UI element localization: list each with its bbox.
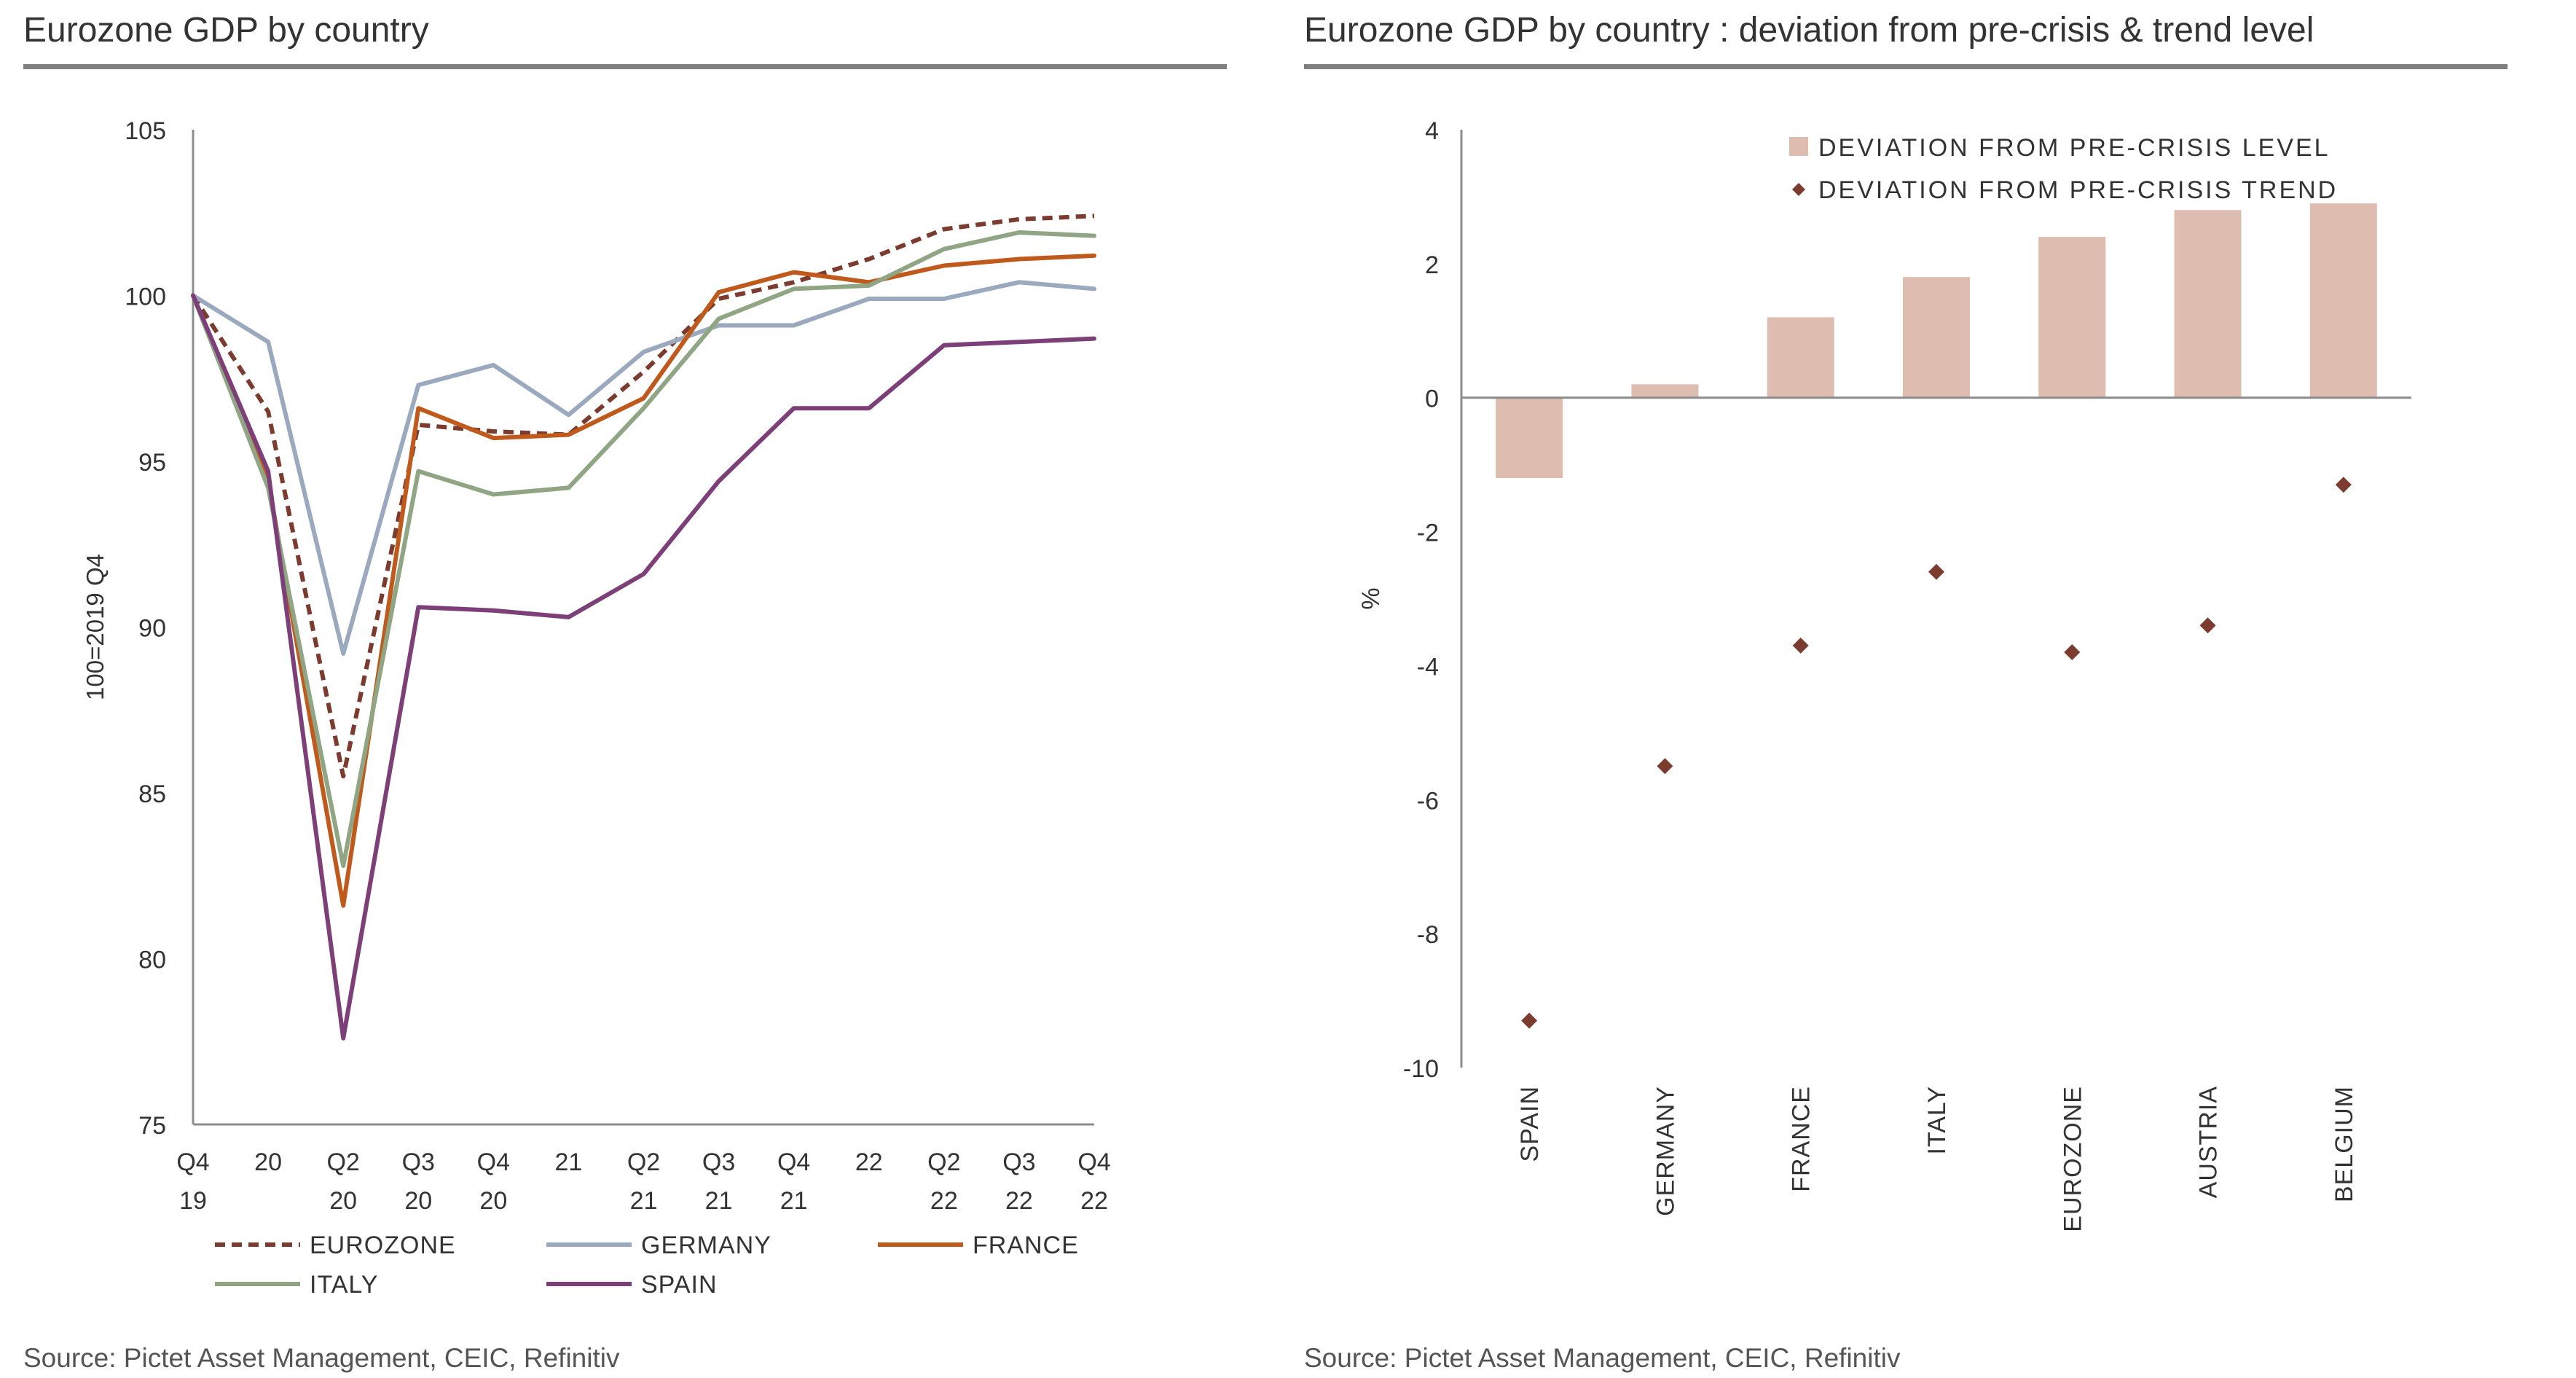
x-tick-label-belgium: BELGIUM	[2330, 1086, 2358, 1202]
x-tick-label: 20	[479, 1187, 507, 1215]
y-tick-label: -10	[1403, 1055, 1439, 1083]
legend-swatch-deviation-from-pre-crisis-trend	[1792, 183, 1805, 196]
marker-italy	[1928, 563, 1944, 580]
y-tick-label: -6	[1417, 787, 1439, 815]
y-tick-label: 100	[125, 283, 166, 311]
y-axis-label: %	[1357, 587, 1385, 609]
bar-spain	[1496, 397, 1563, 479]
y-tick-label: 4	[1425, 117, 1439, 145]
y-tick-label: 105	[125, 117, 166, 145]
series-line-eurozone	[191, 214, 1095, 779]
x-tick-label-italy: ITALY	[1923, 1086, 1951, 1154]
x-tick-label: Q4	[477, 1148, 510, 1176]
y-tick-label: 80	[138, 947, 166, 974]
x-tick-label: Q4	[176, 1148, 209, 1176]
x-tick-label: Q2	[326, 1148, 359, 1176]
marker-belgium	[2335, 477, 2352, 493]
x-tick-label: 20	[404, 1187, 432, 1215]
y-tick-label: 95	[138, 449, 166, 477]
y-tick-label: -8	[1417, 921, 1439, 949]
legend-label-deviation-from-pre-crisis-level: DEVIATION FROM PRE-CRISIS LEVEL	[1818, 134, 2330, 162]
bar-germany	[1631, 384, 1699, 398]
x-tick-label: 22	[930, 1187, 958, 1215]
marker-austria	[2199, 617, 2216, 634]
series-line-france	[191, 253, 1096, 908]
x-tick-label-france: FRANCE	[1788, 1086, 1815, 1192]
bar-austria	[2174, 210, 2242, 398]
x-tick-label: 20	[329, 1187, 357, 1215]
legend-label-germany: GERMANY	[641, 1232, 771, 1259]
right-title-rule	[1304, 64, 2508, 69]
x-tick-label: 21	[630, 1187, 658, 1215]
x-tick-label-spain: SPAIN	[1516, 1086, 1544, 1162]
legend-label-france: FRANCE	[973, 1232, 1079, 1259]
x-tick-label: 20	[254, 1148, 282, 1176]
bar-eurozone	[2038, 237, 2106, 398]
marker-spain	[1521, 1012, 1538, 1029]
left-source-note: Source: Pictet Asset Management, CEIC, R…	[23, 1343, 620, 1373]
legend-label-eurozone: EUROZONE	[310, 1232, 456, 1259]
left-chart-title: Eurozone GDP by country	[23, 11, 429, 50]
x-tick-label: 19	[179, 1187, 207, 1215]
legend-label-deviation-from-pre-crisis-trend: DEVIATION FROM PRE-CRISIS TREND	[1818, 176, 2338, 204]
x-tick-label: Q3	[702, 1148, 735, 1176]
bar-belgium	[2309, 203, 2377, 398]
left-title-rule	[23, 64, 1227, 69]
x-tick-label: 22	[1005, 1187, 1033, 1215]
marker-germany	[1657, 758, 1673, 775]
y-tick-label: 90	[138, 615, 166, 643]
y-tick-label: 2	[1425, 251, 1439, 279]
x-tick-label: 21	[555, 1148, 583, 1176]
x-tick-label: 21	[705, 1187, 733, 1215]
legend-swatch-deviation-from-pre-crisis-level	[1789, 137, 1808, 156]
series-line-italy	[191, 230, 1096, 869]
x-tick-label: Q4	[777, 1148, 810, 1176]
bar-italy	[1903, 277, 1970, 398]
x-tick-label: Q2	[627, 1148, 660, 1176]
line-chart: 75 80 85 90 95 100 105 100=2019 Q4 Q4 19 20 Q2 20 Q3 2…	[82, 117, 1111, 1299]
x-tick-label-austria: AUSTRIA	[2195, 1086, 2223, 1198]
legend-label-spain: SPAIN	[641, 1271, 718, 1299]
x-tick-label: Q3	[1002, 1148, 1035, 1176]
series-line-germany	[191, 280, 1096, 656]
right-source-note: Source: Pictet Asset Management, CEIC, R…	[1304, 1343, 1901, 1373]
y-axis-label: 100=2019 Q4	[82, 554, 109, 700]
y-tick-label: -2	[1417, 520, 1439, 547]
x-tick-label: Q3	[402, 1148, 435, 1176]
y-tick-label: 0	[1425, 385, 1439, 413]
x-tick-label: Q2	[927, 1148, 960, 1176]
x-tick-label: 22	[855, 1148, 883, 1176]
x-tick-label: 22	[1080, 1187, 1108, 1215]
y-tick-label: 75	[138, 1112, 166, 1140]
legend-label-italy: ITALY	[310, 1271, 378, 1299]
marker-france	[1792, 637, 1809, 654]
x-tick-label-germany: GERMANY	[1652, 1086, 1679, 1216]
y-tick-label: -4	[1417, 653, 1439, 681]
marker-eurozone	[2064, 644, 2081, 661]
x-tick-label-eurozone: EUROZONE	[2059, 1086, 2086, 1232]
x-tick-label: 21	[780, 1187, 808, 1215]
series-line-spain	[191, 293, 1096, 1041]
bar-france	[1767, 317, 1834, 398]
x-tick-label: Q4	[1077, 1148, 1110, 1176]
y-tick-label: 85	[138, 780, 166, 808]
right-chart-title: Eurozone GDP by country : deviation from…	[1304, 11, 2314, 50]
